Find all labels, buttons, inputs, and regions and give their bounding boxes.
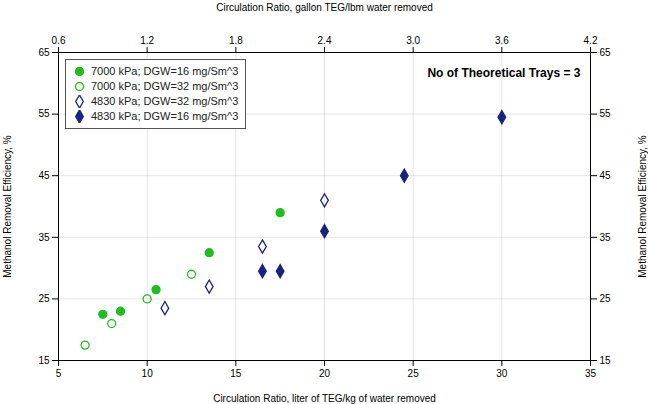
svg-text:4.2: 4.2 — [584, 35, 598, 46]
svg-text:Circulation Ratio, liter of TE: Circulation Ratio, liter of TEG/kg of wa… — [213, 393, 436, 404]
svg-text:65: 65 — [38, 47, 50, 58]
svg-text:30: 30 — [496, 368, 508, 379]
svg-text:Methanol Removal Efficiency, %: Methanol Removal Efficiency, % — [637, 135, 648, 278]
svg-text:35: 35 — [38, 232, 50, 243]
html-text:7000 kPa; DGW=16 mg/Sm^3: 7000 kPa; DGW=16 mg/Sm^3 — [91, 65, 239, 77]
svg-text:0.6: 0.6 — [52, 35, 66, 46]
svg-text:No of Theoretical Trays = 3: No of Theoretical Trays = 3 — [427, 66, 580, 80]
svg-text:15: 15 — [38, 355, 50, 366]
svg-text:25: 25 — [38, 293, 50, 304]
svg-text:Circulation Ratio, gallon TEG/: Circulation Ratio, gallon TEG/lbm water … — [216, 2, 433, 13]
svg-text:2.4: 2.4 — [318, 35, 332, 46]
svg-text:15: 15 — [230, 368, 242, 379]
svg-text:Methanol Removal Efficiency, %: Methanol Removal Efficiency, % — [2, 135, 13, 278]
svg-text:1.8: 1.8 — [229, 35, 243, 46]
svg-text:10: 10 — [142, 368, 154, 379]
svg-text:20: 20 — [319, 368, 331, 379]
svg-text:5: 5 — [56, 368, 62, 379]
svg-text:3.0: 3.0 — [406, 35, 420, 46]
svg-text:65: 65 — [600, 47, 612, 58]
svg-text:35: 35 — [600, 232, 612, 243]
svg-text:45: 45 — [600, 170, 612, 181]
svg-text:55: 55 — [600, 108, 612, 119]
svg-text:25: 25 — [600, 293, 612, 304]
svg-text:45: 45 — [38, 170, 50, 181]
html-text:4830 kPa; DGW=16 mg/Sm^3: 4830 kPa; DGW=16 mg/Sm^3 — [91, 110, 239, 122]
svg-text:35: 35 — [585, 368, 597, 379]
svg-text:55: 55 — [38, 108, 50, 119]
svg-text:3.6: 3.6 — [495, 35, 509, 46]
svg-text:15: 15 — [600, 355, 612, 366]
svg-text:25: 25 — [408, 368, 420, 379]
html-text:4830 kPa; DGW=32 mg/Sm^3: 4830 kPa; DGW=32 mg/Sm^3 — [91, 95, 239, 107]
html-text:7000 kPa; DGW=32 mg/Sm^3: 7000 kPa; DGW=32 mg/Sm^3 — [91, 80, 239, 92]
svg-text:1.2: 1.2 — [140, 35, 154, 46]
